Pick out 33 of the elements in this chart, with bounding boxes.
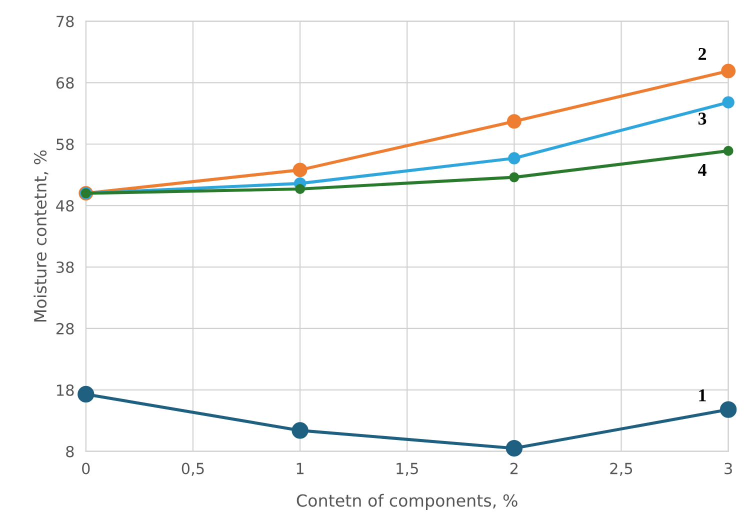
x-axis-title: Contetn of components, % [296, 494, 518, 510]
point [720, 401, 737, 418]
x-tick-label: 0 [82, 462, 90, 474]
x-tick-label: 2,5 [610, 462, 632, 476]
point [509, 172, 520, 182]
point [722, 96, 734, 108]
x-tick-label: 1,5 [396, 462, 418, 476]
point [295, 184, 306, 194]
point [506, 440, 523, 457]
y-tick-label: 28 [56, 322, 74, 334]
point [721, 64, 736, 78]
series-label: 3 [698, 112, 706, 125]
y-tick-label: 18 [57, 384, 74, 396]
y-tick-label: 8 [66, 446, 74, 458]
point [292, 162, 308, 178]
y-tick-label: 38 [56, 261, 74, 274]
x-tick-label: 3 [724, 462, 732, 474]
y-tick-label: 78 [56, 16, 74, 28]
x-tick-label: 0,5 [182, 462, 204, 476]
y-tick-label: 68 [56, 77, 74, 89]
point [723, 146, 734, 156]
y-tick-label: 58 [56, 138, 74, 150]
point [78, 386, 94, 403]
point [508, 152, 520, 164]
y-tick-label: 48 [56, 200, 74, 212]
series-label: 2 [698, 48, 706, 60]
x-tick-label: 2 [510, 462, 518, 474]
series-label: 1 [699, 389, 706, 402]
series-label: 4 [698, 164, 706, 176]
point [506, 114, 522, 129]
point [292, 422, 308, 439]
y-axis-title: Moisture contetnt, % [34, 150, 48, 322]
x-tick-label: 1 [296, 462, 304, 474]
